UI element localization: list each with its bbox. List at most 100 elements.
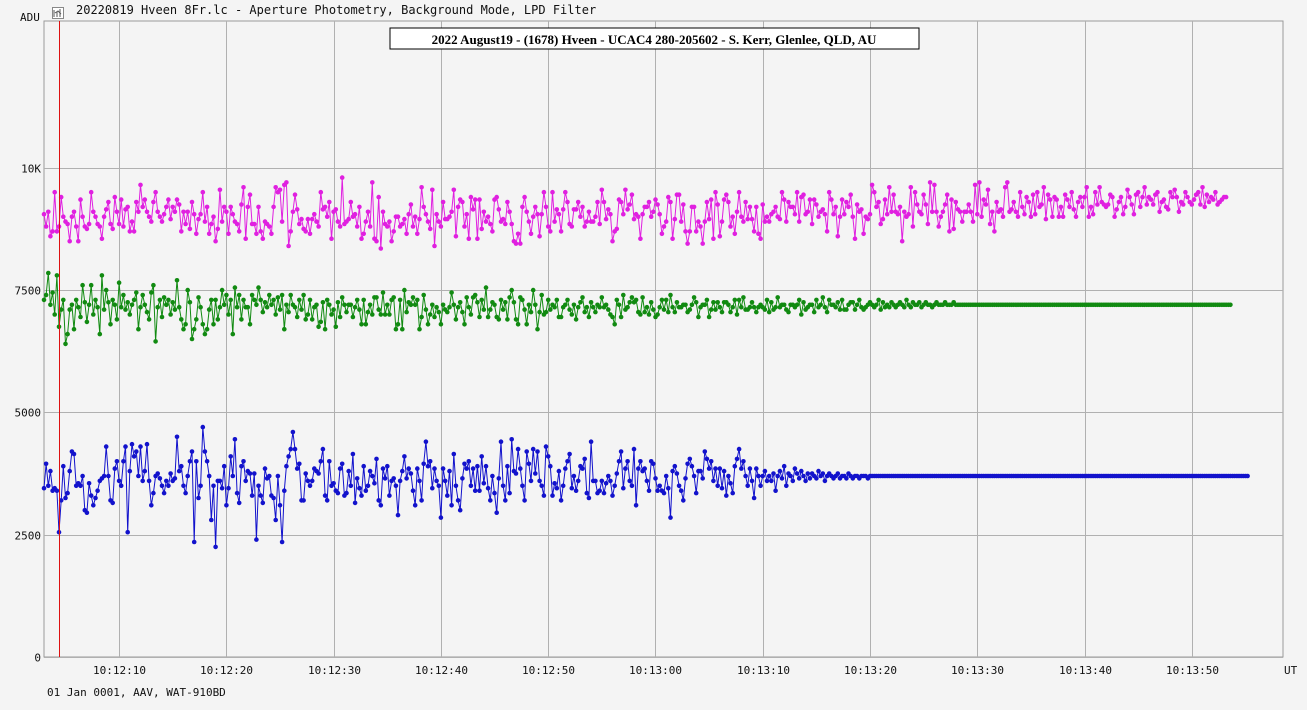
data-point <box>264 304 270 310</box>
data-point <box>1013 209 1019 215</box>
data-point <box>586 314 592 320</box>
data-point <box>816 468 821 474</box>
data-point <box>395 214 401 219</box>
data-point <box>239 463 244 469</box>
data-point <box>52 189 57 195</box>
data-point <box>1142 185 1147 190</box>
data-point <box>204 204 210 210</box>
data-point <box>438 224 444 229</box>
x-tick-label: 10:12:10 <box>93 664 146 677</box>
data-point <box>288 292 294 298</box>
data-point <box>202 331 208 337</box>
data-point <box>136 209 141 215</box>
data-point <box>292 446 298 452</box>
data-point <box>651 461 656 467</box>
data-point <box>288 229 294 234</box>
data-point <box>485 485 491 491</box>
data-point <box>1245 473 1250 479</box>
data-point <box>545 297 551 303</box>
data-point <box>719 309 725 315</box>
data-point <box>781 463 787 469</box>
data-point <box>657 304 662 310</box>
data-point <box>1050 214 1055 219</box>
x-tick-label: 10:13:50 <box>1166 664 1219 677</box>
data-point <box>434 478 439 484</box>
data-point <box>479 297 485 303</box>
data-point <box>653 197 658 202</box>
data-point <box>464 295 470 300</box>
data-point <box>811 197 817 202</box>
data-point <box>530 446 536 452</box>
data-point <box>593 478 598 484</box>
data-point <box>204 326 210 332</box>
data-point <box>636 214 641 219</box>
data-point <box>683 229 688 234</box>
data-point <box>588 300 594 305</box>
data-point <box>307 297 313 303</box>
data-point <box>612 322 617 327</box>
data-point <box>78 483 83 489</box>
data-point <box>61 463 66 469</box>
data-point <box>181 209 186 215</box>
data-point <box>833 204 838 210</box>
window-title: 20220819 Hveen 8Fr.lc - Aperture Photome… <box>76 3 597 17</box>
data-point <box>668 515 673 520</box>
data-point <box>606 207 611 212</box>
data-point <box>447 468 452 474</box>
data-point <box>146 214 152 219</box>
data-point <box>676 483 682 489</box>
data-point <box>361 231 367 237</box>
data-point <box>633 503 639 508</box>
data-point <box>698 468 703 474</box>
data-point <box>683 476 688 481</box>
data-point <box>337 466 343 471</box>
data-point <box>807 476 813 481</box>
data-point <box>749 216 755 222</box>
data-point <box>1211 197 1216 202</box>
data-point <box>625 459 630 464</box>
data-point <box>689 463 695 469</box>
data-point <box>348 483 354 489</box>
data-point <box>975 211 980 217</box>
data-point <box>874 204 879 210</box>
data-point <box>318 459 324 464</box>
data-point <box>221 463 227 469</box>
data-point <box>316 224 321 229</box>
data-point <box>106 199 111 205</box>
data-point <box>260 309 266 315</box>
data-point <box>110 226 115 232</box>
data-point <box>582 456 587 462</box>
data-point <box>751 229 757 234</box>
data-point <box>382 312 388 317</box>
data-point <box>1041 185 1047 190</box>
data-point <box>146 317 152 322</box>
data-point <box>552 304 557 310</box>
data-point <box>824 229 830 234</box>
data-point <box>425 322 431 327</box>
y-tick-label: 7500 <box>15 285 42 298</box>
data-point <box>801 473 806 479</box>
data-point <box>241 185 246 190</box>
data-point <box>522 307 527 312</box>
data-point <box>726 473 731 479</box>
data-point <box>129 219 135 224</box>
data-point <box>522 194 527 200</box>
data-point <box>161 211 167 217</box>
data-point <box>185 209 190 215</box>
data-point <box>599 295 605 300</box>
data-point <box>93 214 98 219</box>
data-point <box>505 463 510 469</box>
data-point <box>548 307 553 312</box>
footer-info: 01 Jan 0001, AAV, WAT-910BD <box>47 686 226 699</box>
data-point <box>861 231 866 237</box>
data-point <box>552 481 557 486</box>
data-point <box>419 314 424 320</box>
series-2 <box>41 424 1250 550</box>
data-point <box>234 490 240 496</box>
data-point <box>693 300 699 305</box>
data-point <box>376 307 382 312</box>
data-point <box>500 216 506 222</box>
data-point <box>451 187 457 193</box>
data-point <box>766 309 772 315</box>
